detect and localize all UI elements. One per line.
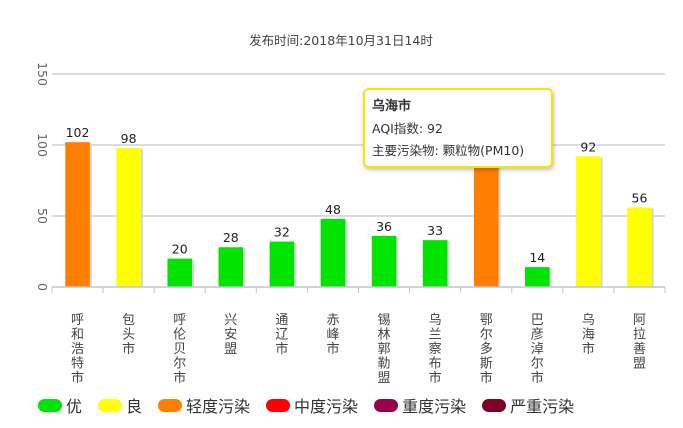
tooltip-aqi: AQI指数: 92	[372, 121, 443, 136]
x-category-label: 赤峰市	[326, 313, 339, 357]
x-category-label: 呼和浩特市	[71, 313, 84, 386]
bar-value-label: 32	[274, 225, 290, 240]
x-category-label: 呼伦贝尔市	[173, 313, 186, 386]
x-category-label: 乌兰察布市	[429, 312, 442, 386]
bar-value-label: 98	[121, 131, 137, 146]
x-category-label: 乌海市	[582, 312, 595, 357]
y-axis-ticks: 0 50 100 150	[35, 62, 50, 291]
x-axis-categories: 呼和浩特市 包头市 呼伦贝尔市 兴安盟 通辽市 赤峰市 锡林郭勒盟 乌兰察布市 鄂尔多斯市 巴彦淖…	[51, 286, 666, 386]
legend-label: 重度污染	[402, 397, 467, 416]
bar-value-label: 20	[172, 242, 188, 257]
bar[interactable]	[525, 267, 550, 287]
x-category-label: 包头市	[122, 313, 135, 357]
legend-label: 轻度污染	[186, 397, 251, 416]
x-category-label: 巴彦淖尔市	[531, 313, 544, 386]
bar[interactable]	[65, 142, 90, 287]
legend-swatch	[374, 398, 399, 412]
legend: 优 良 轻度污染 中度污染 重度污染 严重污染	[38, 392, 590, 418]
legend-swatch	[482, 398, 507, 412]
bar-value-label: 28	[223, 230, 239, 245]
legend-item-good[interactable]: 良	[98, 393, 142, 417]
bar[interactable]	[320, 218, 346, 287]
tooltip-pollutant: 主要污染物: 颗粒物(PM10)	[372, 143, 525, 158]
bar-tooltip: 乌海市 AQI指数: 92 主要污染物: 颗粒物(PM10)	[363, 88, 553, 168]
legend-item-severe-pollution[interactable]: 严重污染	[482, 393, 574, 417]
y-tick-label: 150	[35, 62, 50, 86]
bar-value-label: 56	[632, 190, 648, 205]
bar-value-label: 36	[376, 219, 392, 234]
x-category-label: 锡林郭勒盟	[378, 313, 391, 386]
bar[interactable]	[218, 247, 244, 287]
x-category-label: 鄂尔多斯市	[480, 313, 493, 386]
bar-value-labels: 10298202832483633129149256	[66, 87, 648, 265]
y-tick-label: 100	[35, 133, 50, 157]
legend-swatch	[266, 398, 291, 412]
bar[interactable]	[422, 240, 448, 287]
legend-label: 优	[66, 397, 83, 416]
legend-label: 良	[126, 397, 143, 416]
bar-value-label: 102	[66, 125, 90, 140]
legend-label: 中度污染	[294, 397, 359, 416]
x-category-label: 通辽市	[275, 313, 288, 357]
bar[interactable]	[371, 235, 397, 287]
bar[interactable]	[116, 147, 141, 287]
y-tick-label: 0	[35, 283, 50, 291]
y-tick-label: 50	[35, 208, 50, 224]
bar[interactable]	[627, 207, 652, 287]
legend-swatch	[38, 398, 62, 412]
bar[interactable]	[576, 156, 601, 287]
legend-item-excellent[interactable]: 优	[38, 393, 82, 417]
bars	[65, 103, 654, 287]
bar-value-label: 48	[325, 202, 341, 217]
legend-swatch	[98, 398, 123, 412]
bar-value-label: 33	[427, 223, 443, 238]
bar[interactable]	[269, 241, 295, 287]
legend-item-moderate-pollution[interactable]: 中度污染	[266, 393, 358, 417]
bar[interactable]	[167, 258, 192, 287]
chart-title: 发布时间:2018年10月31日14时	[249, 33, 433, 48]
grid-lines	[52, 73, 665, 288]
legend-swatch	[158, 398, 183, 412]
x-category-label: 阿拉善盟	[633, 313, 646, 372]
legend-item-light-pollution[interactable]: 轻度污染	[158, 393, 250, 417]
bar-value-label: 92	[580, 139, 596, 154]
chart-plot: 发布时间:2018年10月31日14时 0 50 100 150 102 98 20 28 3…	[35, 33, 666, 386]
tooltip-title: 乌海市	[372, 99, 412, 114]
legend-label: 严重污染	[510, 397, 575, 416]
legend-item-heavy-pollution[interactable]: 重度污染	[374, 393, 466, 417]
x-category-label: 兴安盟	[224, 313, 237, 357]
bar-value-label: 14	[529, 250, 545, 265]
